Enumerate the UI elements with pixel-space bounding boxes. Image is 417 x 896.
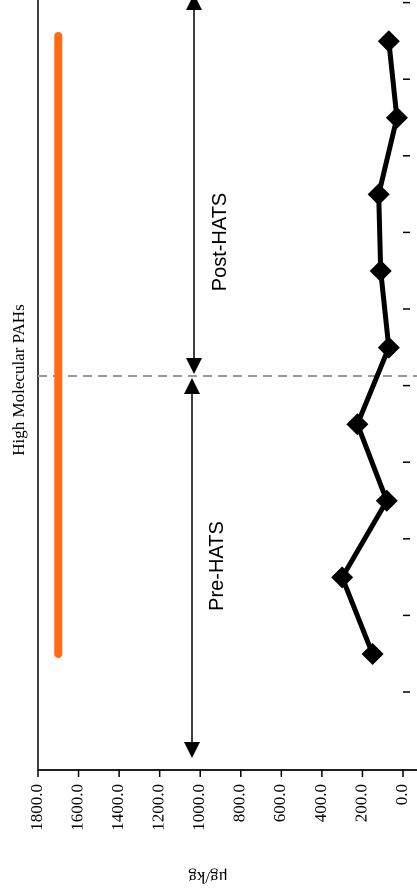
value-axis-tick-label: 1200.0 (149, 784, 168, 831)
data-point-marker (385, 106, 408, 129)
value-axis-tick-labels: 1800.0 1600.0 1400.0 1200.0 1000.0 800.0 600.0… (27, 784, 411, 831)
data-point-marker (331, 566, 354, 589)
plot-frame (37, 0, 417, 771)
value-axis-tick-label: 1400.0 (108, 784, 127, 831)
value-axis-tick-label: 600.0 (270, 784, 289, 822)
data-point-marker (377, 30, 400, 53)
data-point-marker (346, 413, 369, 436)
value-axis-tick-label: 800.0 (230, 784, 249, 822)
data-point-marker (367, 183, 390, 206)
post-hats-label: Post-HATS (209, 193, 231, 292)
data-point-marker (369, 260, 392, 282)
value-axis-label: μg/kg (188, 868, 228, 887)
value-axis-tick-label: 400.0 (311, 784, 330, 822)
pre-hats-arrow-head-bottom (184, 742, 200, 758)
value-axis-tick-label: 1000.0 (189, 784, 208, 831)
data-point-marker (361, 643, 384, 665)
data-point-marker (377, 336, 400, 359)
value-axis-ticks (37, 770, 404, 777)
value-axis-tick-label: 1600.0 (67, 784, 86, 831)
value-axis-tick-label: 0.0 (392, 784, 411, 805)
data-point-marker (375, 489, 398, 512)
value-axis-tick-label: 1800.0 (27, 784, 46, 831)
pre-hats-arrow-head-top (184, 378, 200, 394)
period-arrows (184, 0, 202, 758)
plot-area (37, 0, 417, 777)
series-markers (331, 30, 408, 665)
chart-title: High Molecular PAHs (9, 304, 28, 455)
post-hats-arrow-head-bottom (186, 358, 202, 374)
x-axis-ticks (403, 1, 410, 693)
post-hats-arrow-head-top (186, 0, 202, 10)
value-axis-tick-label: 200.0 (351, 784, 370, 822)
pre-hats-label: Pre-HATS (206, 521, 228, 611)
